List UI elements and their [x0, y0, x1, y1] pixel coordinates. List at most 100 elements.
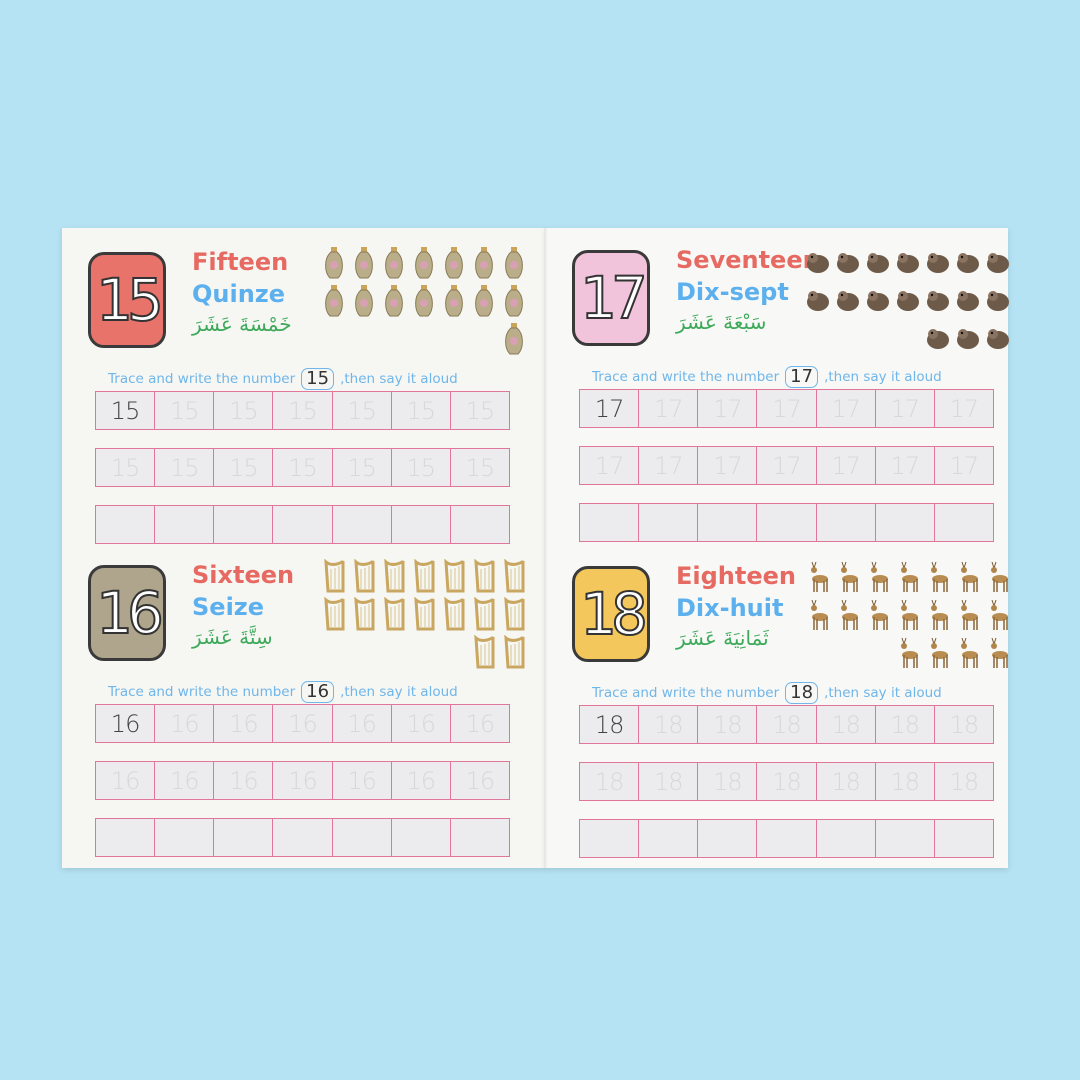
tracing-cell[interactable]: 18: [639, 763, 699, 800]
writing-cell[interactable]: [273, 819, 333, 856]
tracing-cell[interactable]: 16: [465, 766, 496, 795]
writing-cell[interactable]: [817, 504, 876, 541]
tracing-cell[interactable]: 17: [639, 447, 699, 484]
french-word: Dix-huit: [676, 594, 784, 622]
writing-cell[interactable]: [333, 506, 392, 543]
writing-cell[interactable]: [817, 820, 876, 857]
tracing-cell[interactable]: 18: [757, 706, 817, 743]
arabic-word: سَبْعَةَ عَشَرَ: [676, 310, 767, 334]
writing-cell[interactable]: [698, 504, 758, 541]
tracing-cell[interactable]: 15: [155, 392, 215, 429]
writing-cell[interactable]: [451, 819, 509, 856]
tracing-cell[interactable]: 17: [817, 447, 876, 484]
tracing-cell[interactable]: 16: [273, 705, 333, 742]
tracing-cell[interactable]: 16: [214, 762, 274, 799]
tracing-cell[interactable]: 17: [876, 447, 935, 484]
tracing-cell[interactable]: 18: [698, 706, 758, 743]
tracing-cell[interactable]: 15: [96, 392, 156, 429]
animal-icon: [956, 244, 980, 278]
harp-icon: [442, 596, 466, 631]
tracing-cell[interactable]: 15: [392, 449, 451, 486]
writing-cell[interactable]: [214, 506, 274, 543]
tracing-cell[interactable]: 15: [273, 392, 333, 429]
tracing-cell[interactable]: 18: [757, 763, 817, 800]
writing-cell[interactable]: [876, 504, 935, 541]
tracing-cell[interactable]: 15: [96, 449, 156, 486]
writing-cell[interactable]: [155, 506, 215, 543]
tracing-cell[interactable]: 18: [949, 767, 980, 796]
writing-cell[interactable]: [96, 819, 156, 856]
animal-icon: [896, 244, 920, 278]
writing-cell[interactable]: [639, 820, 699, 857]
tracing-cell[interactable]: 16: [392, 705, 451, 742]
tracing-cell[interactable]: 16: [155, 705, 215, 742]
tracing-cell[interactable]: 16: [96, 762, 156, 799]
writing-cell[interactable]: [935, 504, 993, 541]
tracing-cell[interactable]: 15: [465, 453, 496, 482]
tracing-cell[interactable]: 17: [698, 390, 758, 427]
tracing-cell[interactable]: 15: [214, 392, 274, 429]
tracing-cell[interactable]: 16: [273, 762, 333, 799]
tracing-cell[interactable]: 18: [949, 710, 980, 739]
tracing-cell[interactable]: 17: [580, 390, 640, 427]
deer-icon: [836, 560, 860, 594]
tracing-cell[interactable]: 16: [96, 705, 156, 742]
writing-cell[interactable]: [392, 819, 451, 856]
tracing-cell[interactable]: 15: [333, 449, 392, 486]
tracing-cell[interactable]: 16: [333, 762, 392, 799]
tracing-cell[interactable]: 15: [465, 396, 496, 425]
instruction-text-end: ,then say it aloud: [824, 369, 942, 385]
tracing-cell[interactable]: 16: [333, 705, 392, 742]
writing-cell[interactable]: [639, 504, 699, 541]
harp-icon: [472, 596, 496, 631]
tracing-cell[interactable]: 16: [392, 762, 451, 799]
tracing-cell[interactable]: 15: [155, 449, 215, 486]
animal-icon: [926, 282, 950, 316]
writing-cell[interactable]: [698, 820, 758, 857]
tracing-cell[interactable]: 17: [639, 390, 699, 427]
tracing-cell[interactable]: 17: [876, 390, 935, 427]
writing-cell[interactable]: [333, 819, 392, 856]
tracing-cell[interactable]: 17: [698, 447, 758, 484]
tracing-cell[interactable]: 15: [333, 392, 392, 429]
tracing-cell[interactable]: 16: [465, 709, 496, 738]
writing-cell[interactable]: [876, 820, 935, 857]
writing-cell[interactable]: [273, 506, 333, 543]
tracing-cell[interactable]: 15: [392, 392, 451, 429]
writing-cell[interactable]: [935, 820, 993, 857]
tracing-cell[interactable]: 16: [155, 762, 215, 799]
harp-icon: [352, 558, 376, 593]
tracing-cell[interactable]: 17: [949, 394, 980, 423]
tracing-cell[interactable]: 17: [757, 390, 817, 427]
writing-cell[interactable]: [757, 504, 817, 541]
writing-cell[interactable]: [580, 820, 640, 857]
tracing-cell[interactable]: 17: [817, 390, 876, 427]
harp-icon: [502, 634, 526, 669]
tracing-cell[interactable]: 18: [876, 706, 935, 743]
tracing-cell[interactable]: 18: [580, 706, 640, 743]
tracing-cell[interactable]: 18: [817, 763, 876, 800]
tracing-cell[interactable]: 18: [639, 706, 699, 743]
tracing-cell[interactable]: 18: [698, 763, 758, 800]
tracing-cell[interactable]: 18: [817, 706, 876, 743]
harp-icon: [472, 558, 496, 593]
tracing-cell[interactable]: 17: [757, 447, 817, 484]
writing-cell[interactable]: [451, 506, 509, 543]
vase-icon: [412, 284, 436, 318]
writing-cell[interactable]: [214, 819, 274, 856]
writing-cell[interactable]: [392, 506, 451, 543]
vase-icon: [472, 284, 496, 318]
arabic-word: سِتَّةَ عَشَرَ: [192, 625, 273, 649]
writing-cell[interactable]: [580, 504, 640, 541]
tracing-cell[interactable]: 15: [214, 449, 274, 486]
tracing-cell[interactable]: 17: [580, 447, 640, 484]
writing-cell[interactable]: [155, 819, 215, 856]
tracing-row: [95, 505, 510, 544]
writing-cell[interactable]: [96, 506, 156, 543]
tracing-cell[interactable]: 16: [214, 705, 274, 742]
tracing-cell[interactable]: 17: [949, 451, 980, 480]
tracing-cell[interactable]: 15: [273, 449, 333, 486]
writing-cell[interactable]: [757, 820, 817, 857]
tracing-cell[interactable]: 18: [580, 763, 640, 800]
tracing-cell[interactable]: 18: [876, 763, 935, 800]
